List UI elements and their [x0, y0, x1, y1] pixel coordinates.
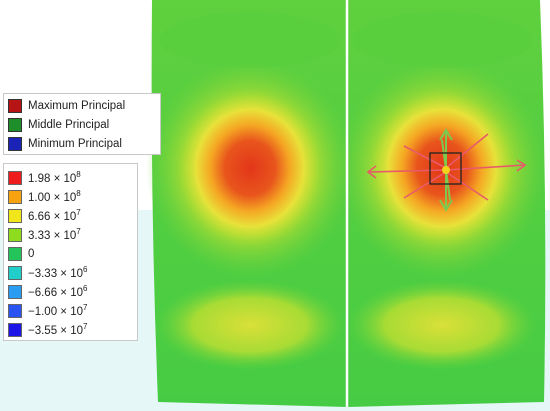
- maximum-principal-swatch: [8, 99, 22, 113]
- scale-label: −3.55 × 107: [28, 322, 88, 337]
- scale-swatch: [8, 265, 22, 280]
- legend-label: Minimum Principal: [28, 138, 122, 150]
- scale-entry: 1.00 × 108: [8, 187, 81, 206]
- scale-swatch: [8, 284, 22, 299]
- scale-label: 6.66 × 107: [28, 208, 81, 223]
- scale-label: −1.00 × 107: [28, 303, 88, 318]
- scale-entry: 1.98 × 108: [8, 168, 81, 187]
- scale-label: 3.33 × 107: [28, 227, 81, 242]
- scale-label: −3.33 × 106: [28, 265, 88, 280]
- legend-middle-principal: Middle Principal: [8, 116, 109, 134]
- left-panel: [146, 0, 354, 407]
- right-panel: [338, 0, 546, 407]
- scale-swatch: [8, 246, 22, 261]
- scale-swatch: [8, 303, 22, 318]
- principal-legend: Maximum Principal Middle Principal Minim…: [3, 93, 161, 155]
- legend-label: Maximum Principal: [28, 100, 126, 112]
- scale-swatch: [8, 189, 22, 204]
- scale-entry: −6.66 × 106: [8, 282, 87, 301]
- scale-label: 1.98 × 108: [28, 170, 81, 185]
- probe-point: [442, 166, 450, 174]
- scale-label: −6.66 × 106: [28, 284, 88, 299]
- minimum-principal-swatch: [8, 137, 22, 151]
- scale-swatch: [8, 227, 22, 242]
- scale-entry: −3.55 × 107: [8, 320, 87, 339]
- scale-entry: −3.33 × 106: [8, 263, 87, 282]
- tension-vectors: [366, 133, 527, 201]
- scale-entry: 0: [8, 244, 34, 263]
- legend-maximum-principal: Maximum Principal: [8, 97, 125, 115]
- middle-principal-swatch: [8, 118, 22, 132]
- stress-scale-legend: 1.98 × 108 1.00 × 108 6.66 × 107 3.33 × …: [3, 163, 138, 341]
- scale-label: 1.00 × 108: [28, 189, 81, 204]
- scale-entry: −1.00 × 107: [8, 301, 87, 320]
- legend-minimum-principal: Minimum Principal: [8, 135, 122, 153]
- scale-swatch: [8, 322, 22, 337]
- scale-swatch: [8, 170, 22, 185]
- scale-swatch: [8, 208, 22, 223]
- scale-entry: 6.66 × 107: [8, 206, 81, 225]
- selection-box: [429, 152, 462, 185]
- legend-label: Middle Principal: [28, 119, 110, 131]
- scale-entry: 3.33 × 107: [8, 225, 81, 244]
- scale-label: 0: [28, 247, 35, 260]
